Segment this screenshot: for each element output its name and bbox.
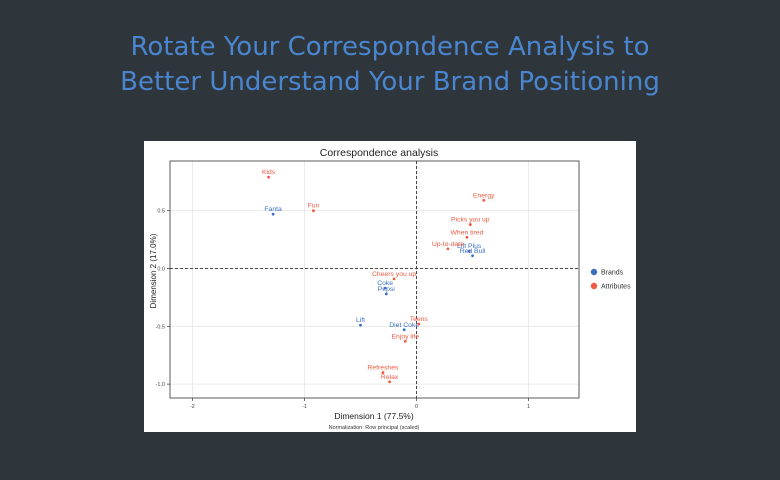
x-tick-label: -1	[302, 404, 307, 410]
data-label: Fun	[308, 203, 320, 210]
y-tick-label: -1.0	[156, 382, 165, 388]
data-label: Teens	[410, 316, 429, 323]
x-tick-label: -2	[190, 404, 195, 410]
legend-label: Brands	[601, 270, 624, 277]
data-label: Relax	[381, 374, 399, 381]
data-point	[384, 292, 388, 296]
legend: Brands Attributes	[590, 268, 631, 291]
data-point	[392, 277, 396, 281]
plot-frame	[169, 160, 580, 399]
y-tick-label: -0.5	[156, 324, 165, 330]
x-tick-label: 0	[415, 404, 418, 410]
x-axis-footnote: Normalization: Row principal (scaled)	[329, 425, 420, 431]
x-axis-label: Dimension 1 (77.5%)	[334, 411, 414, 421]
chart-title: Correspondence analysis	[320, 147, 438, 159]
legend-marker	[590, 268, 598, 276]
data-label: Lift	[356, 317, 365, 324]
data-label: Energy	[473, 192, 495, 199]
chart-card: Correspondence analysis -2 -1 0 1 -1.0 -0.5 0.…	[144, 141, 636, 432]
data-point	[267, 175, 271, 179]
data-point	[381, 371, 385, 374]
data-point	[402, 328, 406, 332]
data-label: Coke	[377, 280, 393, 287]
legend-marker	[590, 282, 598, 290]
correspondence-chart: Correspondence analysis -2 -1 0 1 -1.0 -0.5 0.…	[149, 147, 631, 431]
data-point	[482, 198, 486, 202]
x-tick-label: 1	[527, 404, 530, 410]
headline: Rotate Your Correspondence Analysis to B…	[0, 30, 780, 100]
data-label: Enjoy life	[392, 333, 420, 340]
data-label: Up-to-date	[432, 241, 464, 248]
y-tick-label: 0.5	[157, 209, 165, 215]
legend-label: Attributes	[601, 284, 631, 291]
data-label: Fanta	[264, 206, 282, 213]
data-point	[465, 235, 469, 239]
data-point	[467, 249, 471, 253]
y-tick-label: 0.0	[157, 267, 165, 273]
data-point	[403, 339, 407, 343]
headline-line-2: Better Understand Your Brand Positioning	[120, 67, 660, 97]
headline-line-1: Rotate Your Correspondence Analysis to	[130, 32, 650, 62]
data-label: Pepsi	[378, 286, 395, 293]
data-point	[271, 212, 275, 216]
y-axis-label: Dimension 2 (17.0%)	[149, 233, 158, 308]
data-point	[471, 254, 474, 258]
data-label: Refreshes	[367, 365, 399, 372]
data-point	[417, 322, 421, 326]
data-label: Picks you up	[451, 217, 490, 224]
data-label: Kids	[262, 169, 276, 176]
data-label: Diet Coke	[389, 322, 419, 329]
data-point	[468, 223, 472, 226]
data-label: Cheers you up	[372, 271, 416, 278]
data-point	[383, 286, 387, 290]
data-point	[312, 209, 315, 213]
data-point	[359, 323, 362, 327]
data-label: When tired	[451, 229, 484, 236]
data-label: Lift Plus	[457, 243, 482, 250]
data-point	[388, 380, 392, 384]
data-point	[446, 247, 450, 251]
data-label: Red Bull	[460, 248, 486, 255]
